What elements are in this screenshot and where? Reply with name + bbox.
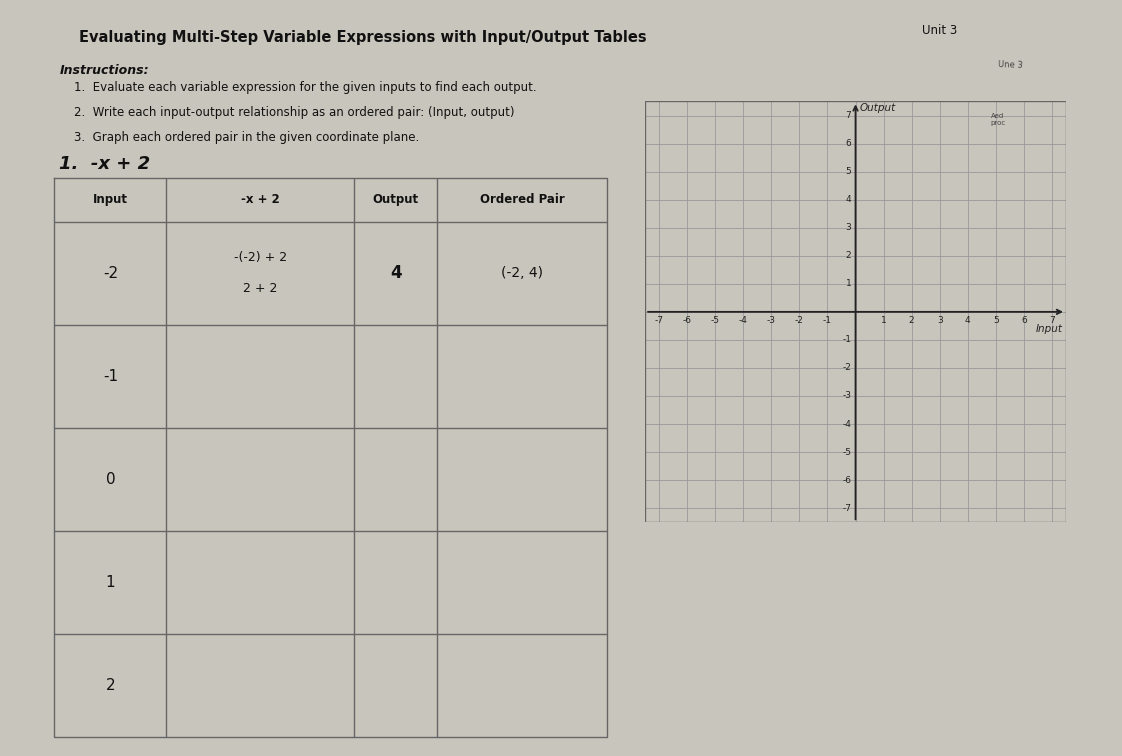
Text: -6: -6 xyxy=(843,476,852,485)
Text: Instructions:: Instructions: xyxy=(59,64,149,77)
Text: Input: Input xyxy=(93,193,128,206)
Text: -4: -4 xyxy=(739,316,747,325)
Text: 3.  Graph each ordered pair in the given coordinate plane.: 3. Graph each ordered pair in the given … xyxy=(74,131,420,144)
Text: 7: 7 xyxy=(1049,316,1055,325)
Text: 4: 4 xyxy=(846,195,852,204)
Text: -1: -1 xyxy=(822,316,833,325)
Text: Une 3: Une 3 xyxy=(999,60,1023,70)
Text: -4: -4 xyxy=(843,420,852,429)
Text: 3: 3 xyxy=(937,316,942,325)
Text: Ordered Pair: Ordered Pair xyxy=(480,193,564,206)
Text: 1: 1 xyxy=(105,575,116,590)
Text: 1: 1 xyxy=(846,279,852,288)
Text: 5: 5 xyxy=(993,316,999,325)
Text: 5: 5 xyxy=(846,167,852,176)
Text: Evaluating Multi-Step Variable Expressions with Input/Output Tables: Evaluating Multi-Step Variable Expressio… xyxy=(79,30,646,45)
Text: 6: 6 xyxy=(846,139,852,148)
Text: 1.  Evaluate each variable expression for the given inputs to find each output.: 1. Evaluate each variable expression for… xyxy=(74,81,536,94)
Text: 2: 2 xyxy=(846,251,852,260)
Text: 2: 2 xyxy=(105,678,116,693)
Text: -2: -2 xyxy=(843,364,852,373)
Text: 6: 6 xyxy=(1021,316,1027,325)
Text: 2.  Write each input-output relationship as an ordered pair: (Input, output): 2. Write each input-output relationship … xyxy=(74,106,515,119)
Text: Input: Input xyxy=(1036,324,1063,334)
Text: 3: 3 xyxy=(846,223,852,232)
Text: -1: -1 xyxy=(843,336,852,345)
Text: Unit 3: Unit 3 xyxy=(922,24,958,37)
Text: 2: 2 xyxy=(909,316,914,325)
Text: Output: Output xyxy=(859,103,896,113)
Text: 4: 4 xyxy=(390,264,402,282)
Text: -1: -1 xyxy=(103,369,118,384)
Text: 2 + 2: 2 + 2 xyxy=(243,282,277,295)
Text: 4: 4 xyxy=(965,316,971,325)
Text: 7: 7 xyxy=(846,111,852,120)
Text: 0: 0 xyxy=(105,472,116,487)
Text: -2: -2 xyxy=(103,265,118,280)
Text: -7: -7 xyxy=(843,503,852,513)
Text: -2: -2 xyxy=(795,316,803,325)
Text: -7: -7 xyxy=(654,316,664,325)
Text: -6: -6 xyxy=(682,316,692,325)
Text: -3: -3 xyxy=(766,316,776,325)
Text: -(-2) + 2: -(-2) + 2 xyxy=(233,252,287,265)
Text: -3: -3 xyxy=(843,392,852,401)
Text: -5: -5 xyxy=(710,316,720,325)
Text: 1.  -x + 2: 1. -x + 2 xyxy=(59,155,150,173)
Text: Aed
proc: Aed proc xyxy=(991,113,1006,126)
Text: 1: 1 xyxy=(881,316,886,325)
Text: (-2, 4): (-2, 4) xyxy=(502,266,543,280)
Text: -5: -5 xyxy=(843,448,852,457)
Text: Output: Output xyxy=(373,193,419,206)
Text: -x + 2: -x + 2 xyxy=(241,193,279,206)
